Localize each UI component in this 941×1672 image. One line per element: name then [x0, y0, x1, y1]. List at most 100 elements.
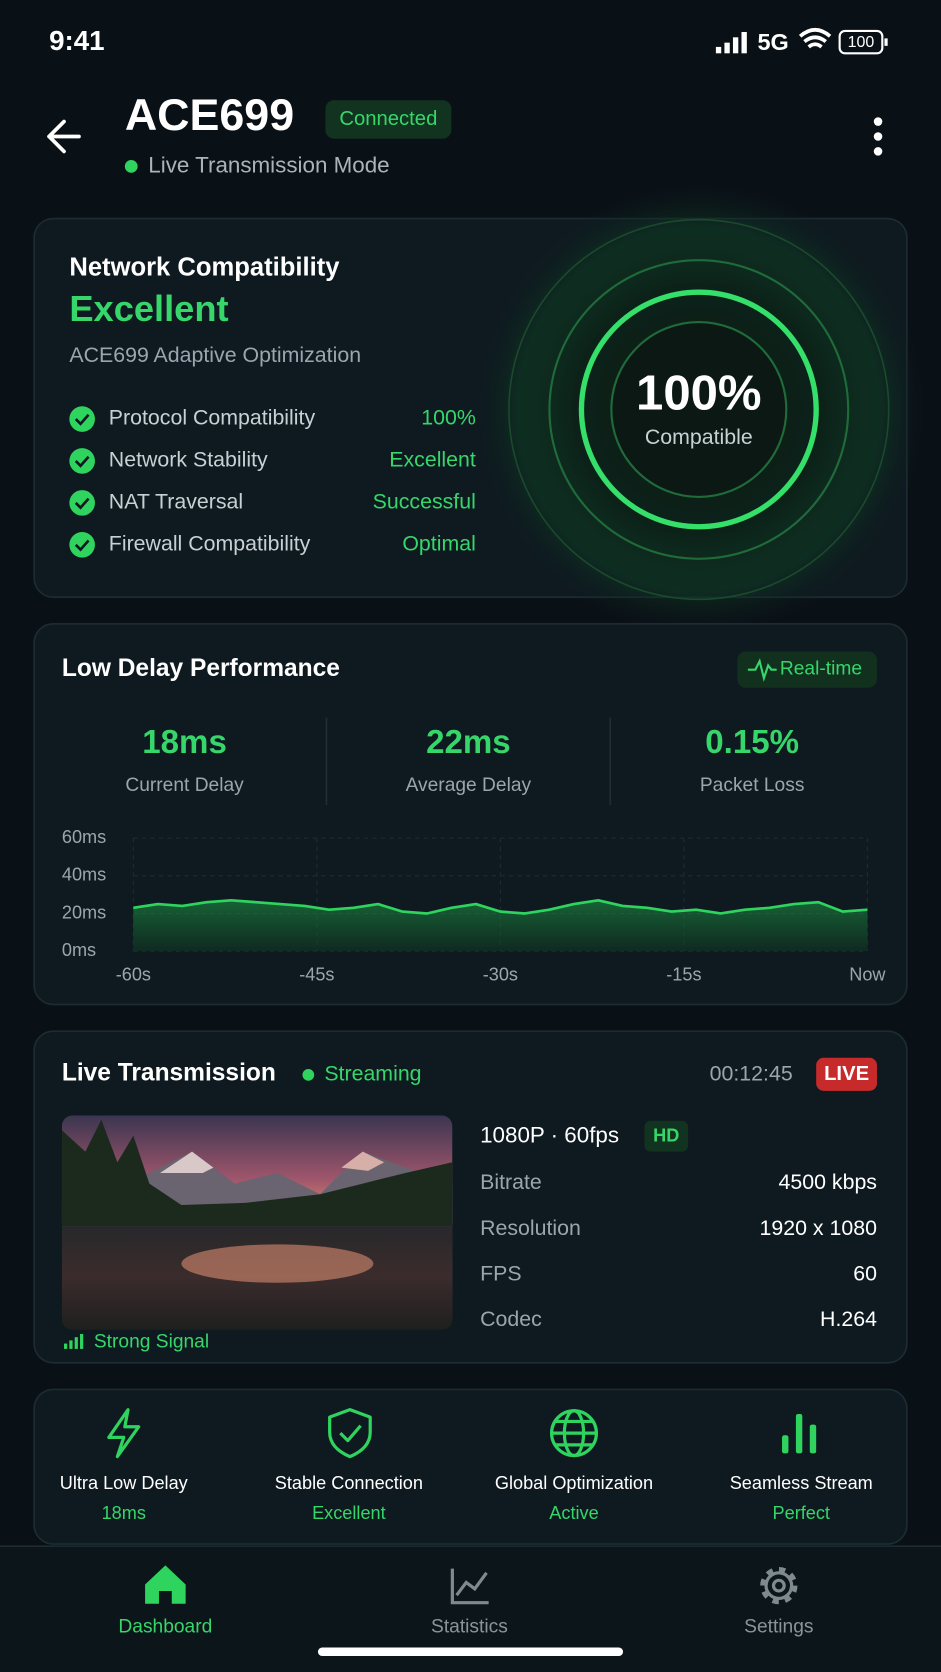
battery-icon: [838, 29, 884, 55]
spec-value: H.264: [820, 1307, 877, 1331]
live-text: LIVE: [824, 1063, 869, 1085]
x-tick-label: -60s: [116, 964, 151, 984]
nav-tab[interactable]: Dashboard: [118, 1616, 212, 1637]
hd-badge: [644, 1120, 689, 1152]
home-indicator: [317, 1647, 624, 1657]
spec-label: FPS: [480, 1261, 521, 1285]
gauge-value: 100%: [636, 367, 761, 421]
item-label: Network Stability: [109, 448, 268, 472]
feature-label: Ultra Low Delay: [60, 1473, 189, 1493]
item-label: Protocol Compatibility: [109, 406, 316, 430]
x-tick-label: -15s: [666, 964, 701, 984]
stream-format: 1080P · 60fps: [480, 1123, 619, 1148]
status-network: 5G: [757, 29, 788, 55]
transmission-title: Live Transmission: [62, 1059, 276, 1086]
hd-text: HD: [653, 1126, 679, 1146]
spec-value: 4500 kbps: [779, 1170, 877, 1194]
stat-label: Current Delay: [125, 775, 244, 796]
check-mark: [74, 413, 90, 426]
gauge-ring-inner: [610, 320, 788, 498]
signal-icon: [715, 31, 747, 54]
spec-value: 60: [853, 1261, 877, 1285]
realtime-text: Real-time: [780, 659, 862, 680]
feature-icon: [328, 1408, 372, 1459]
item-value: Optimal: [402, 531, 476, 555]
check-icon: [69, 531, 95, 558]
feature-label: Stable Connection: [275, 1473, 423, 1493]
mode-dot: [124, 159, 138, 173]
gauge-ring-outer: [508, 218, 890, 601]
spec-label: Codec: [480, 1307, 542, 1331]
item-label: Firewall Compatibility: [109, 531, 311, 555]
dashboard-icon[interactable]: [145, 1565, 186, 1604]
stream-timer: 00:12:45: [710, 1062, 793, 1086]
stat-value: 22ms: [426, 724, 511, 761]
item-value: Successful: [373, 490, 476, 514]
performance-title: Low Delay Performance: [62, 655, 340, 682]
feature-label: Global Optimization: [495, 1473, 653, 1493]
feature-icon: [782, 1413, 817, 1454]
item-value: 100%: [421, 406, 476, 430]
compatibility-subtitle: ACE699 Adaptive Optimization: [69, 343, 361, 367]
stat-value: 18ms: [142, 724, 227, 761]
menu-button[interactable]: [873, 117, 883, 156]
y-tick-label: 20ms: [62, 902, 106, 922]
feature-value: Excellent: [312, 1503, 386, 1523]
feature-value: 18ms: [102, 1503, 146, 1523]
compatibility-rating: Excellent: [69, 288, 228, 329]
delay-line: [133, 898, 868, 915]
feature-value: Perfect: [773, 1503, 830, 1523]
device-title: ACE699: [125, 90, 294, 140]
streaming-dot: [302, 1068, 315, 1081]
gauge-label: Compatible: [645, 425, 753, 449]
area-fill: [133, 900, 868, 952]
battery-cap: [884, 38, 888, 46]
gauge-ring: [548, 259, 850, 560]
stream-preview: [61, 1115, 453, 1330]
check-mark: [74, 539, 90, 552]
spec-label: Resolution: [480, 1216, 581, 1240]
statistics-icon[interactable]: [450, 1568, 489, 1605]
feature-icon: [107, 1408, 141, 1459]
x-tick-label: Now: [849, 964, 886, 984]
features-card: [33, 1388, 908, 1545]
spec-value: 1920 x 1080: [760, 1216, 878, 1240]
battery-level: 100: [848, 34, 875, 51]
connected-text: Connected: [339, 108, 437, 130]
feature-label: Seamless Stream: [730, 1473, 873, 1493]
live-badge: [816, 1057, 877, 1091]
check-mark: [74, 455, 90, 468]
check-mark: [74, 497, 90, 510]
y-tick-label: 40ms: [62, 865, 106, 885]
back-button[interactable]: [47, 119, 81, 154]
x-tick-label: -30s: [483, 964, 518, 984]
signal-bars: [64, 1333, 84, 1349]
y-tick-label: 0ms: [62, 940, 96, 960]
delay-chart: 0ms 20ms 40ms 60ms -60s -45s -30s -15s Now: [62, 827, 887, 985]
connected-badge: [325, 100, 452, 139]
check-icon: [69, 490, 95, 516]
nav-tab[interactable]: Settings: [744, 1616, 813, 1637]
realtime-badge: [737, 651, 877, 688]
nav-tab[interactable]: Statistics: [431, 1616, 508, 1637]
stat-label: Packet Loss: [700, 775, 805, 796]
streaming-status: Streaming: [324, 1062, 421, 1086]
settings-icon[interactable]: [760, 1566, 798, 1605]
stat-value: 0.15%: [705, 724, 799, 761]
x-tick-label: -45s: [299, 964, 334, 984]
item-label: NAT Traversal: [109, 490, 243, 514]
mode-text: Live Transmission Mode: [148, 152, 389, 177]
feature-value: Active: [549, 1503, 598, 1523]
compatibility-title: Network Compatibility: [69, 253, 340, 281]
status-time: 9:41: [49, 25, 104, 56]
check-icon: [69, 448, 95, 474]
y-tick-label: 60ms: [62, 827, 106, 847]
item-value: Excellent: [389, 448, 476, 472]
check-icon: [69, 406, 95, 432]
feature-icon: [549, 1409, 598, 1458]
signal-text: Strong Signal: [94, 1332, 209, 1353]
gauge-ring-main: [578, 289, 819, 530]
